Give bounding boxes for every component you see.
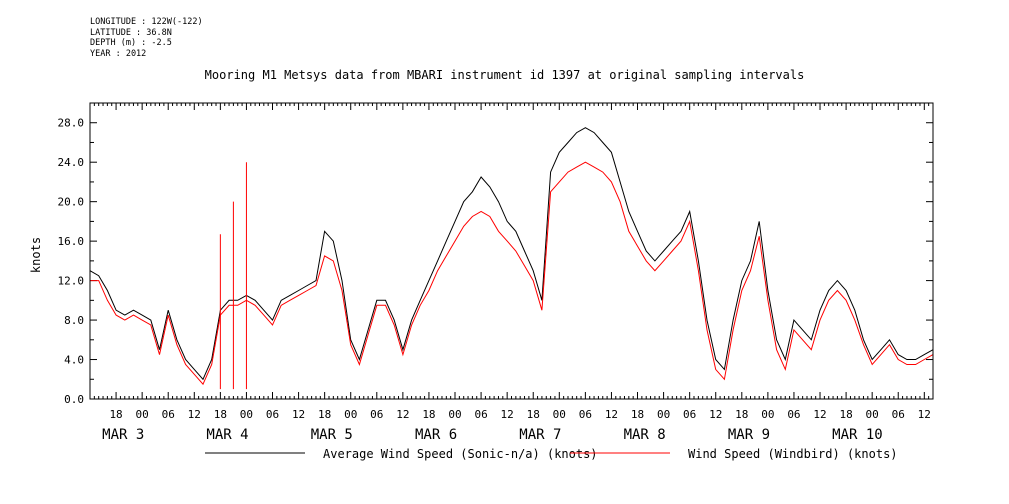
y-axis-label: knots <box>29 237 43 273</box>
x-hour-label: 06 <box>787 408 800 421</box>
x-hour-label: 00 <box>553 408 566 421</box>
y-tick-label: 20.0 <box>58 196 85 209</box>
year-text: YEAR : 2012 <box>90 48 147 59</box>
x-hour-label: 06 <box>370 408 383 421</box>
x-hour-label: 06 <box>266 408 279 421</box>
x-hour-label: 12 <box>813 408 826 421</box>
x-hour-label: 18 <box>318 408 331 421</box>
x-hour-label: 06 <box>474 408 487 421</box>
series-layer <box>89 127 934 390</box>
x-day-label: MAR 6 <box>415 427 457 443</box>
longitude-text: LONGITUDE : 122W(-122) <box>90 17 203 27</box>
latitude-text: LATITUDE : 36.8N <box>90 27 172 38</box>
depth-text: DEPTH (m) : -2.5 <box>90 38 172 48</box>
y-tick-label: 16.0 <box>58 235 85 248</box>
x-day-label: MAR 5 <box>311 427 353 443</box>
legend-label-windbird: Wind Speed (Windbird) (knots) <box>688 447 898 461</box>
x-day-label: MAR 3 <box>102 427 144 443</box>
x-hour-label: 06 <box>162 408 175 421</box>
plot-frame <box>89 102 934 400</box>
y-tick-label: 8.0 <box>64 314 84 327</box>
x-hour-label: 00 <box>448 408 461 421</box>
x-day-label: MAR 4 <box>206 427 248 443</box>
x-hour-label: 12 <box>918 408 931 421</box>
x-hour-label: 18 <box>631 408 644 421</box>
x-hour-label: 12 <box>709 408 722 421</box>
x-hour-label: 06 <box>892 408 905 421</box>
average-wind-line <box>89 127 934 381</box>
x-hour-label: 00 <box>136 408 149 421</box>
x-hour-label: 18 <box>527 408 540 421</box>
legend: Average Wind Speed (Sonic-n/a) (knots) W… <box>205 447 898 461</box>
y-tick-label: 4.0 <box>64 354 84 367</box>
x-hour-label: 18 <box>109 408 122 421</box>
x-day-label: MAR 8 <box>624 427 666 443</box>
x-day-label: MAR 7 <box>519 427 561 443</box>
x-hour-label: 12 <box>501 408 514 421</box>
x-day-label: MAR 10 <box>832 427 883 443</box>
x-hour-label: 12 <box>292 408 305 421</box>
x-hour-label: 00 <box>761 408 774 421</box>
y-tick-label: 24.0 <box>58 156 85 169</box>
x-hour-label: 18 <box>214 408 227 421</box>
x-day-label: MAR 9 <box>728 427 770 443</box>
metadata-block: LONGITUDE : 122W(-122) LATITUDE : 36.8N … <box>90 17 203 59</box>
x-hour-label: 18 <box>839 408 852 421</box>
x-hour-label: 00 <box>344 408 357 421</box>
x-hour-label: 00 <box>657 408 670 421</box>
chart-title: Mooring M1 Metsys data from MBARI instru… <box>204 68 805 82</box>
x-hour-label: 12 <box>188 408 201 421</box>
legend-label-average: Average Wind Speed (Sonic-n/a) (knots) <box>323 447 598 461</box>
x-hour-label: 00 <box>866 408 879 421</box>
y-tick-label: 28.0 <box>58 117 85 130</box>
x-hour-label: 18 <box>735 408 748 421</box>
x-hour-label: 12 <box>605 408 618 421</box>
ticks-layer: 0.0 4.0 8.0 12.0 16.0 20.0 24.0 28.0 18 00 06 12 18 0… <box>58 103 933 443</box>
x-hour-label: 06 <box>683 408 696 421</box>
y-tick-label: 0.0 <box>64 393 84 406</box>
windbird-wind-line <box>90 161 934 386</box>
x-hour-label: 06 <box>579 408 592 421</box>
x-hour-label: 12 <box>396 408 409 421</box>
x-hour-label: 18 <box>422 408 435 421</box>
y-tick-label: 12.0 <box>58 275 85 288</box>
x-hour-label: 00 <box>240 408 253 421</box>
